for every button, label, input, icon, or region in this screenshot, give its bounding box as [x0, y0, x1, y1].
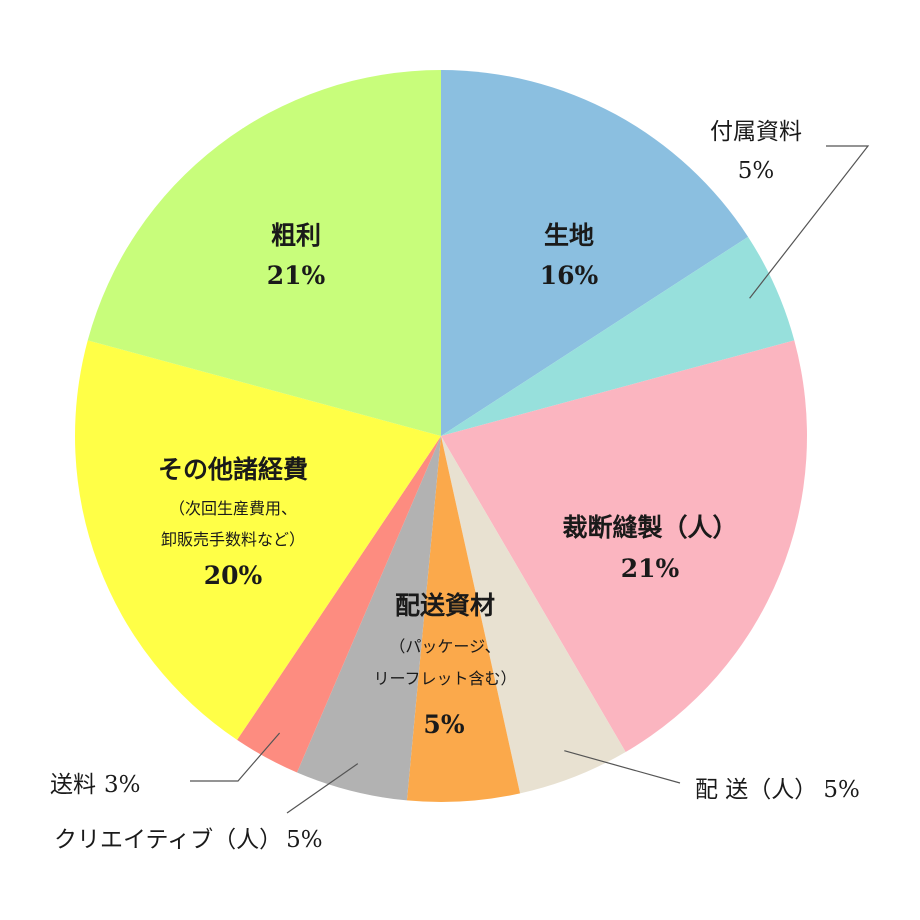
slice-pct-haiso-jin: 5%	[823, 777, 860, 803]
slice-pct-fuzoku: 5%	[738, 158, 775, 184]
slice-label-haiso-jin: 配 送（人） 5%	[695, 777, 860, 803]
pie-slices	[75, 70, 807, 803]
slice-label-creative: クリエイティブ（人） 5%	[54, 827, 323, 853]
leader-creative	[286, 763, 359, 814]
slice-sub-haiso-shizai-2: リーフレット含む）	[373, 669, 516, 688]
leader-fuzoku	[749, 145, 870, 299]
slice-pct-creative: 5%	[286, 827, 323, 853]
slice-pct-haiso-shizai: 5%	[423, 710, 464, 739]
slice-pct-kiji: 16%	[540, 261, 599, 290]
slice-pct-sonota: 20%	[204, 561, 263, 590]
slice-sub-haiso-shizai-1: （パッケージ、	[389, 637, 500, 656]
slice-pct-arari: 21%	[267, 261, 326, 290]
pie-slice-haiso-jin	[441, 436, 626, 794]
slice-sub-sonota-2: 卸販売手数料など）	[161, 530, 305, 549]
slice-label-soryo: 送料 3%	[50, 772, 141, 798]
pie-slice-sonota	[75, 340, 441, 740]
pie-slice-fuzoku	[441, 236, 795, 436]
slice-label-arari: 粗利	[271, 221, 321, 250]
slice-pct-saidan: 21%	[621, 554, 680, 583]
slice-label-kiji: 生地	[544, 221, 594, 250]
pie-slice-arari	[87, 70, 441, 436]
slice-sub-sonota-1: （次回生産費用、	[169, 499, 297, 518]
pie-slice-creative	[297, 436, 441, 801]
leader-lines	[190, 145, 870, 814]
slice-label-saidan: 裁断縫製（人）	[562, 513, 737, 542]
slice-label-haiso-shizai: 配送資材	[395, 591, 495, 620]
pie-slice-soryo	[237, 436, 441, 773]
slice-label-creative-text: クリエイティブ（人）	[54, 827, 282, 853]
slice-pct-soryo: 3%	[104, 772, 141, 798]
slice-label-soryo-text: 送料	[50, 772, 96, 798]
leader-soryo	[190, 732, 281, 782]
slice-label-sonota: その他諸経費	[158, 455, 308, 484]
pie-slice-saidan	[441, 340, 807, 753]
pie-slice-kiji	[441, 70, 749, 436]
leader-haiso-jin	[564, 750, 681, 784]
slice-label-haiso-jin-text: 配 送（人）	[695, 777, 817, 803]
slice-label-fuzoku: 付属資料	[710, 119, 802, 145]
pie-slice-haiso-shizai	[406, 436, 521, 803]
